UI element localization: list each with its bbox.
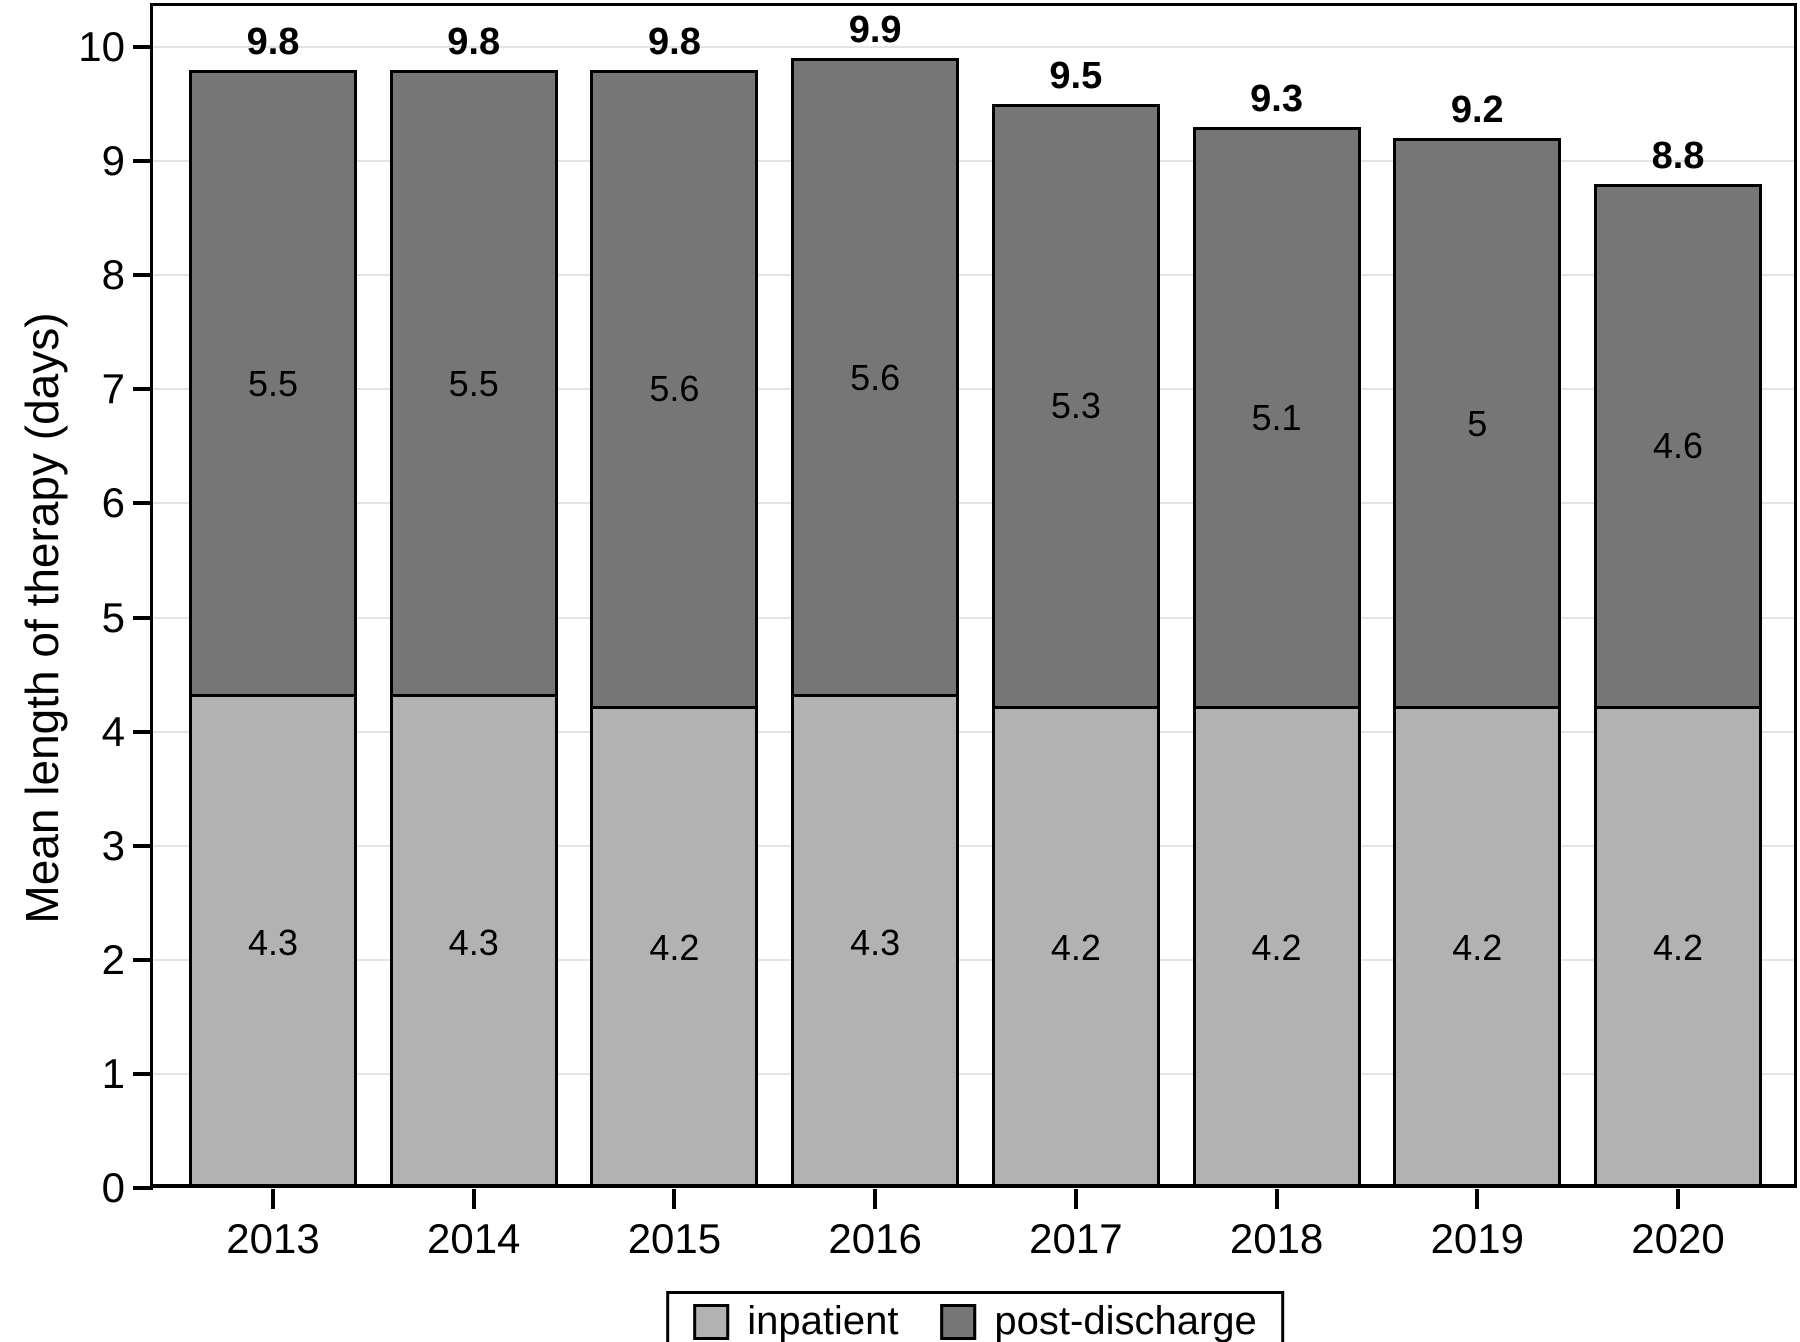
y-axis-tick-label: 5	[101, 593, 125, 641]
legend-entry-inpatient: inpatient	[693, 1299, 898, 1342]
gridline	[153, 388, 1797, 391]
total-value-label: 9.5	[1049, 55, 1103, 98]
inpatient-value-label: 4.2	[1652, 927, 1703, 969]
bar-segment-post-discharge	[1393, 138, 1562, 709]
post-discharge-value-label: 5.3	[1050, 385, 1101, 427]
gridline	[153, 730, 1797, 733]
y-axis-tick-label: 7	[101, 365, 125, 413]
total-value-label: 9.8	[447, 20, 501, 63]
total-value-label: 9.8	[648, 20, 701, 63]
inpatient-value-label: 4.2	[1050, 927, 1101, 969]
x-axis-tick-label: 2014	[426, 1215, 521, 1262]
legend-entry-post-discharge: post-discharge	[940, 1299, 1257, 1342]
bar-segment-inpatient	[1593, 708, 1762, 1188]
x-axis-tick	[873, 1189, 878, 1209]
inpatient-value-label: 4.3	[850, 921, 901, 963]
gridline	[153, 958, 1797, 961]
y-axis-tick	[133, 501, 153, 506]
post-discharge-value-label: 4.6	[1652, 425, 1703, 467]
x-axis-tick-label: 2015	[627, 1215, 722, 1262]
gridline	[153, 160, 1797, 163]
x-axis-tick-label: 2020	[1631, 1215, 1725, 1262]
y-axis-tick-label: 8	[101, 251, 125, 299]
x-axis-tick-label: 2017	[1029, 1215, 1123, 1262]
y-axis-tick	[133, 45, 153, 49]
post-discharge-value-label: 5.5	[448, 362, 499, 404]
total-value-label: 8.8	[1651, 134, 1705, 177]
bar-segment-inpatient	[791, 697, 960, 1188]
x-axis-tick	[1073, 1189, 1078, 1209]
gridline	[153, 46, 1797, 48]
total-value-label: 9.9	[848, 9, 902, 52]
y-axis-tick-label: 9	[101, 137, 125, 185]
post-discharge-value-label: 5.5	[247, 362, 299, 404]
bar-segment-inpatient	[590, 708, 759, 1188]
bar-segment-post-discharge	[791, 58, 960, 698]
inpatient-value-label: 4.2	[1251, 927, 1302, 969]
x-axis-tick	[672, 1189, 677, 1209]
legend-label-post-discharge: post-discharge	[994, 1299, 1257, 1342]
x-axis-tick-label: 2018	[1229, 1215, 1324, 1262]
y-axis-tick	[133, 273, 153, 278]
bar-segment-post-discharge	[389, 69, 558, 698]
y-axis-tick	[133, 615, 153, 620]
legend: inpatient post-discharge	[666, 1291, 1284, 1342]
post-discharge-value-label: 5.6	[850, 356, 901, 398]
x-axis-tick-label: 2019	[1430, 1215, 1524, 1262]
total-value-label: 9.2	[1450, 89, 1504, 132]
x-axis-tick	[1274, 1189, 1279, 1209]
bar-segment-inpatient	[389, 697, 558, 1188]
bar-segment-inpatient	[991, 708, 1160, 1188]
bar-segment-inpatient	[189, 697, 357, 1188]
bar-segment-post-discharge	[1192, 126, 1361, 709]
total-value-label: 9.3	[1250, 77, 1303, 120]
bar-segment-post-discharge	[1593, 183, 1762, 709]
y-axis-tick	[133, 843, 153, 848]
x-axis-tick-label: 2016	[828, 1215, 922, 1262]
inpatient-swatch-icon	[693, 1303, 730, 1340]
inpatient-value-label: 4.3	[247, 921, 299, 963]
bar-segment-post-discharge	[991, 104, 1160, 709]
post-discharge-value-label: 5.1	[1251, 396, 1302, 438]
y-axis-tick-label: 4	[101, 707, 125, 755]
y-axis-tick-label: 0	[101, 1164, 125, 1211]
y-axis-tick	[133, 1186, 153, 1190]
y-axis-tick-label: 1	[101, 1049, 125, 1097]
inpatient-value-label: 4.2	[649, 927, 700, 969]
y-axis-tick-label: 2	[101, 935, 125, 983]
y-axis-tick-label: 10	[78, 23, 125, 70]
gridline	[153, 1072, 1797, 1075]
gridline	[153, 616, 1797, 619]
legend-label-inpatient: inpatient	[747, 1299, 899, 1342]
post-discharge-value-label: 5	[1467, 402, 1488, 444]
y-axis-tick-label: 3	[101, 821, 125, 869]
x-axis-tick	[1475, 1189, 1480, 1209]
y-axis-tick	[133, 159, 153, 164]
bar-segment-post-discharge	[189, 69, 357, 698]
x-axis-tick	[271, 1189, 275, 1209]
y-axis-tick	[133, 729, 153, 734]
inpatient-value-label: 4.3	[448, 921, 499, 963]
x-axis-tick-label: 2013	[226, 1215, 320, 1262]
y-axis-tick	[133, 387, 153, 392]
y-axis-tick	[133, 957, 153, 962]
gridline	[153, 274, 1797, 277]
bar-segment-inpatient	[1192, 708, 1361, 1188]
post-discharge-swatch-icon	[940, 1303, 977, 1340]
bar-segment-inpatient	[1393, 708, 1562, 1188]
post-discharge-value-label: 5.6	[649, 368, 700, 410]
gridline	[153, 502, 1797, 505]
inpatient-value-label: 4.2	[1452, 927, 1503, 969]
x-axis-tick	[471, 1189, 476, 1209]
y-axis-tick	[133, 1071, 153, 1076]
bar-segment-post-discharge	[590, 69, 759, 709]
gridline	[153, 844, 1797, 847]
total-value-label: 9.8	[246, 20, 300, 63]
x-axis-tick	[1675, 1189, 1680, 1209]
y-axis-tick-label: 6	[101, 479, 125, 527]
